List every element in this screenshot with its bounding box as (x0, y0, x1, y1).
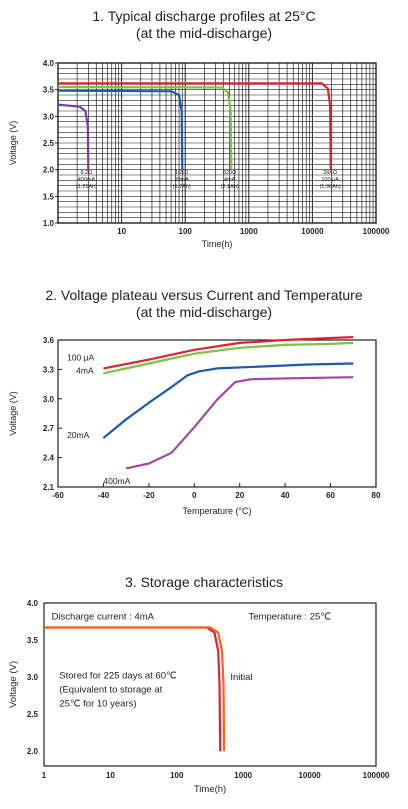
x-tick-label: 20 (235, 491, 244, 500)
series-annotation: 20mA (174, 177, 189, 183)
series-line-3 (102, 362, 354, 439)
series-line-2 (103, 341, 354, 375)
series-annotation: 820Ω (223, 170, 236, 176)
x-tick-label: 10 (117, 227, 126, 236)
y-axis-title: Voltage (V) (8, 661, 19, 708)
series-line-2 (44, 626, 226, 752)
x-tick-label: 0 (192, 491, 197, 500)
x-tick-label: 100000 (363, 771, 390, 780)
series-annotation: 36KΩ (323, 170, 337, 176)
series-label: 4mA (76, 365, 94, 375)
storage-condition-note: Stored for 225 days at 60℃ (59, 671, 177, 682)
plot-frame (43, 602, 377, 767)
x-axis-title: Time(h) (202, 239, 233, 249)
series-line-2 (57, 89, 184, 170)
x-axis-title: Temperature (°C) (182, 506, 251, 516)
x-tick-label: 10000 (298, 771, 321, 780)
x-tick-label: -20 (143, 491, 155, 500)
series-annotation: (1.96Ah) (320, 184, 341, 190)
series-annotation: (1.7Ah) (173, 184, 191, 190)
series-label: 400mA (103, 476, 130, 486)
series-annotation: 100 μA (321, 177, 339, 183)
x-tick-label: 60 (326, 491, 335, 500)
chart3-title: 3. Storage characteristics (125, 574, 283, 590)
chart2-subtitle: (at the mid-discharge) (135, 304, 273, 320)
chart2-title: 2. Voltage plateau versus Current and Te… (45, 287, 363, 303)
storage-condition-note: (Equivalent to storage at (59, 685, 162, 696)
chart2-voltage-plateau: 2.1 2.4 2.7 3.0 3.3 3.6 -60 -40 -20 0 20 40 60 80 Temp… (8, 336, 381, 516)
y-tick-label: 1.0 (43, 219, 55, 228)
y-tick-label: 2.0 (27, 747, 39, 756)
x-tick-label: 1000 (234, 771, 252, 780)
storage-condition-note: 25℃ for 10 years) (59, 699, 136, 710)
series-annotation: 400mA (78, 177, 96, 183)
x-tick-label: 40 (281, 491, 290, 500)
chart1-discharge-profiles: 1.0 1.5 2.0 2.5 3.0 3.5 4.0 10 100 1000 10000 10000… (8, 59, 390, 249)
plot-frame (57, 339, 377, 488)
x-axis-title: Time(h) (194, 784, 226, 795)
chart1-subtitle: (at the mid-discharge) (135, 25, 273, 41)
x-tick-label: 100 (179, 227, 193, 236)
x-tick-label: 10 (106, 771, 115, 780)
y-axis-title: Voltage (V) (8, 121, 18, 166)
x-tick-label: -60 (52, 491, 64, 500)
series-annotation: (1.25Ah) (76, 184, 97, 190)
series-line-4 (58, 82, 332, 170)
x-tick-label: 1 (42, 771, 47, 780)
series-label-initial: Initial (230, 672, 252, 683)
y-tick-label: 1.5 (43, 192, 55, 201)
series-line-1 (103, 336, 354, 370)
y-tick-label: 3.3 (43, 365, 55, 374)
y-tick-label: 2.5 (27, 710, 39, 719)
series-line-4 (125, 376, 354, 470)
chart3-storage-characteristics: 2.0 2.5 3.0 3.5 4.0 1 10 100 1000 10000 100000 Time… (8, 599, 390, 795)
y-tick-label: 3.0 (27, 673, 39, 682)
y-tick-label: 2.7 (43, 424, 55, 433)
x-tick-label: 1000 (240, 227, 258, 236)
series-line-3 (57, 85, 233, 170)
discharge-current-note: Discharge current : 4mA (52, 611, 155, 622)
y-tick-label: 2.5 (43, 139, 55, 148)
series-label: 20mA (67, 430, 90, 440)
y-tick-label: 3.0 (43, 112, 55, 121)
x-tick-label: 100 (170, 771, 184, 780)
series-annotation: 4mA (224, 177, 236, 183)
chart1-title: 1. Typical discharge profiles at 25°C (92, 8, 316, 24)
y-tick-label: 2.0 (43, 166, 55, 175)
x-tick-label: 80 (372, 491, 381, 500)
temperature-note: Temperature : 25℃ (248, 611, 331, 622)
y-tick-label: 3.5 (43, 86, 55, 95)
y-tick-label: 3.5 (27, 636, 39, 645)
series-line-1 (57, 103, 90, 170)
y-tick-label: 2.1 (43, 483, 55, 492)
series-label: 100 μA (67, 353, 94, 363)
x-tick-label: 100000 (363, 227, 390, 236)
y-tick-label: 3.0 (43, 395, 55, 404)
y-tick-label: 3.6 (43, 336, 55, 345)
series-annotation: 165Ω (175, 170, 188, 176)
y-tick-label: 2.4 (43, 454, 55, 463)
x-tick-label: 10000 (301, 227, 324, 236)
series-annotation: (2.1Ah) (221, 184, 239, 190)
y-axis-title: Voltage (V) (8, 391, 18, 436)
series-annotation: 8.2Ω (81, 170, 93, 176)
y-tick-label: 4.0 (43, 59, 55, 68)
y-tick-label: 4.0 (27, 599, 39, 608)
x-tick-label: -40 (98, 491, 110, 500)
